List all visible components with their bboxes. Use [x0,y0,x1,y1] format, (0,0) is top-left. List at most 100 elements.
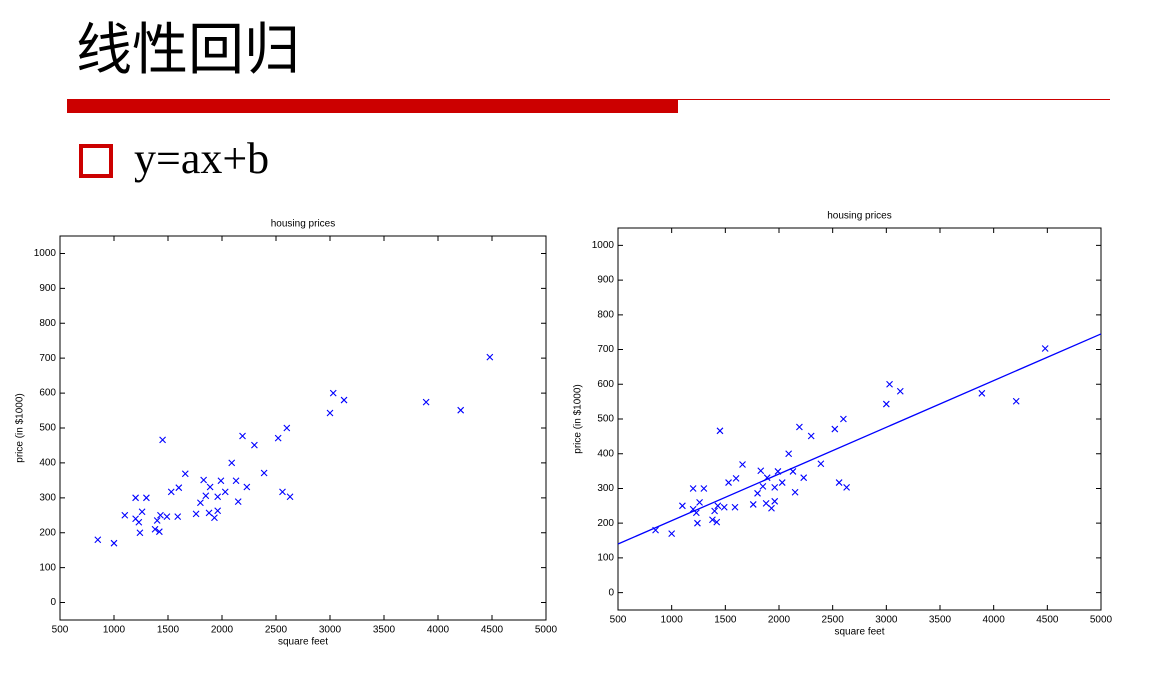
x-tick-label: 3000 [319,625,342,636]
point [221,488,229,496]
point [181,470,189,478]
point [157,511,164,519]
point [807,432,815,440]
point [286,493,294,501]
y-tick-label: 1000 [592,240,615,251]
y-tick-label: 1000 [34,248,57,259]
y-tick-label: 400 [39,458,56,469]
point [778,479,786,486]
point [283,424,291,432]
point [689,485,697,492]
point [422,398,430,406]
point [457,406,465,414]
chart-title: housing prices [827,211,891,222]
point [138,508,146,516]
point [143,494,150,502]
bullet-text: y=ax+b [134,134,269,183]
point [709,516,716,524]
point [279,488,286,496]
title-bar [67,99,678,113]
point [757,467,765,475]
point [132,494,139,502]
point [725,479,732,486]
x-tick-label: 5000 [1090,615,1113,626]
x-axis-label: square feet [834,627,884,638]
point [136,529,144,537]
y-tick-label: 200 [39,527,56,538]
y-tick-label: 900 [597,275,614,286]
point [716,427,724,435]
point [714,502,722,510]
bullet-box [79,144,113,178]
y-tick-label: 100 [597,553,614,564]
x-tick-label: 1500 [714,615,737,626]
y-axis-label: price (in $1000) [15,393,26,462]
point [1041,345,1049,352]
point [214,507,222,515]
y-tick-label: 800 [597,309,614,320]
point [163,513,171,521]
point [791,488,799,496]
point [243,483,251,491]
point [771,484,779,491]
point [329,389,337,397]
point [214,493,222,501]
point [739,461,746,468]
point [326,409,334,417]
point [155,528,163,536]
point [754,489,761,497]
point [110,539,118,547]
y-axis-label: price (in $1000) [573,384,584,453]
point [700,485,708,492]
point [882,400,890,408]
point [121,511,129,519]
point [831,425,839,433]
x-tick-label: 5000 [535,625,558,636]
point [978,389,986,397]
x-tick-label: 2500 [822,615,845,626]
point [768,504,775,512]
point [94,536,102,544]
y-tick-label: 0 [608,587,614,598]
point [274,434,282,442]
point [251,441,258,449]
x-tick-label: 4000 [427,625,450,636]
y-tick-label: 700 [39,353,56,364]
point [234,498,242,506]
point [731,503,739,511]
y-tick-label: 100 [39,562,56,573]
slide-title: 线性回归 [76,18,300,83]
y-tick-label: 500 [597,414,614,425]
point [720,503,728,511]
point [205,509,213,517]
point [835,479,843,486]
point [200,476,208,484]
point [840,415,847,423]
y-tick-label: 700 [597,344,614,355]
point [217,477,225,485]
x-tick-label: 3000 [875,615,898,626]
x-tick-label: 500 [52,625,69,636]
point [174,513,182,521]
x-tick-label: 2500 [265,625,288,636]
point [713,518,721,526]
point [340,396,348,404]
point [771,497,779,505]
point [211,514,218,522]
point [759,482,767,490]
x-tick-label: 4500 [481,625,504,636]
point [679,502,686,510]
y-tick-label: 200 [597,518,614,529]
plot-frame [617,227,1102,611]
y-tick-label: 0 [50,597,56,608]
point [668,530,676,537]
point [749,501,757,508]
point [785,450,793,458]
point [1012,397,1020,405]
point [232,477,240,485]
point [197,499,204,507]
point [732,474,740,482]
x-tick-label: 500 [610,615,627,626]
y-tick-label: 300 [597,483,614,494]
